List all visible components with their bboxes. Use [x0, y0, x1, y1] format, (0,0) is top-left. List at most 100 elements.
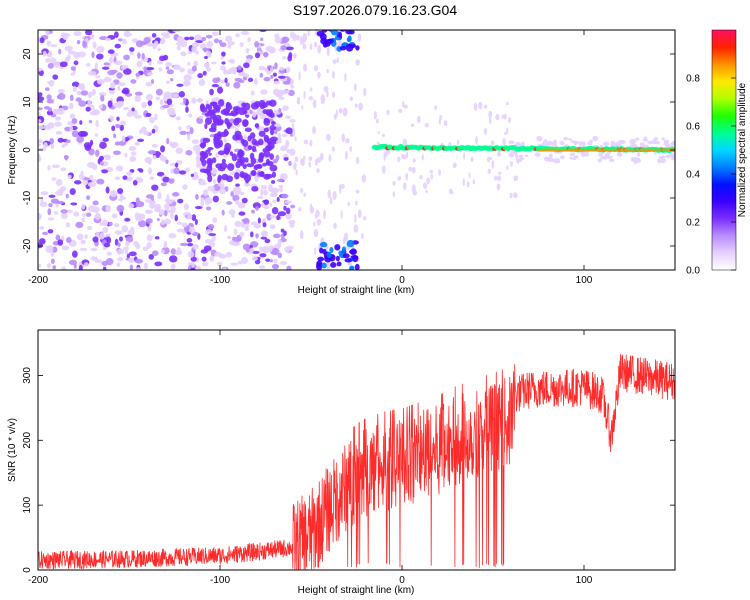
spectrogram-cell [269, 259, 273, 263]
colorbar-tick-label: 0.2 [686, 218, 700, 229]
spectrogram-cell [319, 247, 324, 254]
spectrogram-cell [182, 97, 187, 105]
spectrogram-cell [308, 96, 314, 101]
spectrogram-cell [329, 196, 333, 205]
spectrogram-cell [187, 250, 195, 258]
spectrogram-cell [326, 69, 329, 74]
spectrogram-cell [169, 112, 177, 116]
colorbar-tick-label: 0.4 [686, 170, 700, 181]
spectrogram-cell [105, 186, 110, 194]
spectrogram-cell [489, 116, 492, 125]
spectrogram-cell [214, 251, 222, 257]
spectrogram-y-label: Frequency (Hz) [7, 116, 18, 185]
spectrogram-cell [71, 250, 78, 258]
spectrogram-cell [286, 265, 292, 270]
x-tick-label: 100 [576, 575, 593, 586]
spectrogram-cell [294, 156, 299, 163]
spectrogram-cell [583, 153, 590, 157]
spectrogram-cell [38, 119, 42, 123]
spectrogram-cell [218, 99, 225, 107]
spectrogram-cell [188, 113, 193, 118]
spectrogram-cell [69, 113, 76, 119]
spectrogram-cell [570, 140, 575, 143]
spectrogram-cell [273, 233, 281, 239]
spectrogram-cell [72, 86, 77, 93]
y-tick-label: 20 [22, 48, 33, 60]
spectrogram-cell [80, 239, 86, 245]
spectrogram-cell [392, 180, 396, 186]
spectrogram-cell [38, 143, 42, 147]
spectrogram-cell [75, 221, 84, 229]
spectrogram-cell [87, 71, 97, 76]
spectrogram-cell [559, 155, 565, 160]
spectrogram-cell [269, 215, 277, 219]
spectrogram-cell [498, 171, 502, 175]
spectrogram-cell [170, 211, 174, 219]
colorbar-label: Normalized spectral amplitude [737, 82, 748, 217]
spectrogram-cell [119, 124, 124, 131]
spectrogram-cell [109, 190, 118, 198]
spectrogram-cell [417, 115, 421, 124]
spectrogram-cell [262, 162, 267, 167]
spectrogram-cell [294, 136, 297, 142]
spectrogram-cell [118, 236, 123, 242]
spectrogram-cell [92, 236, 99, 243]
spectrogram-cell [265, 145, 273, 152]
spectrogram-cell [276, 196, 280, 202]
spectrogram-cell [332, 59, 337, 64]
spectrogram-cell [567, 138, 572, 141]
spectrogram-cell [292, 127, 296, 137]
spectrogram-cell [56, 188, 64, 196]
spectrogram-cell [50, 258, 55, 264]
spectrogram-cell [71, 130, 79, 138]
spectrogram-cell [325, 133, 331, 141]
spectrogram-cell [342, 107, 348, 117]
spectrogram-cell [266, 213, 272, 221]
spectrogram-cell [575, 141, 581, 144]
spectrogram-cell [134, 95, 142, 102]
spectrogram-cell [98, 104, 103, 109]
spectrogram-cell [224, 117, 230, 125]
spectrogram-cell [230, 58, 235, 64]
spectrogram-cell [289, 148, 296, 156]
spectrogram-cell [329, 246, 334, 253]
spectrogram-cell [289, 119, 296, 123]
spectrogram-cell [169, 77, 174, 82]
spectrogram-cell [237, 202, 246, 209]
spectrogram-cell [326, 260, 331, 270]
spectrogram-cell [38, 107, 43, 111]
spectrogram-cell [144, 156, 153, 164]
spectrogram-cell [204, 117, 212, 125]
spectrogram-cell [363, 87, 367, 97]
spectrogram-cell [87, 91, 93, 99]
spectrogram-cell [157, 47, 161, 52]
spectrogram-cell [260, 102, 266, 108]
spectrogram-cell [375, 118, 379, 124]
spectrogram-cell [235, 161, 241, 169]
spectrogram-cell [89, 110, 99, 116]
spectrogram-cell [200, 200, 205, 208]
spectrogram-cell [271, 188, 278, 196]
spectrogram-cell [268, 46, 277, 54]
spectrogram-cell [353, 224, 359, 233]
spectrogram-cell [94, 133, 99, 137]
spectrogram-cell [386, 109, 390, 116]
spectrogram-cell [250, 231, 254, 238]
spectrogram-cell [234, 130, 242, 137]
spectrogram-cell [129, 155, 137, 162]
spectrogram-cell [51, 177, 57, 181]
spectrogram-cell [76, 135, 85, 143]
spectrogram-cell [335, 255, 340, 262]
spectrogram-cell [88, 120, 93, 124]
colorbar-tick-label: 0.8 [686, 74, 700, 85]
spectrogram-cell [71, 81, 80, 88]
spectrogram-cell [38, 139, 43, 144]
spectrogram-cell [412, 158, 416, 163]
spectrogram-cell [211, 101, 218, 107]
spectrogram-cell [109, 56, 113, 64]
spectrogram-cell [186, 214, 193, 220]
spectrogram-cell [314, 247, 317, 255]
spectrogram-cell [205, 201, 210, 206]
spectrogram-cell [151, 128, 156, 134]
spectrogram-cell [90, 256, 97, 261]
